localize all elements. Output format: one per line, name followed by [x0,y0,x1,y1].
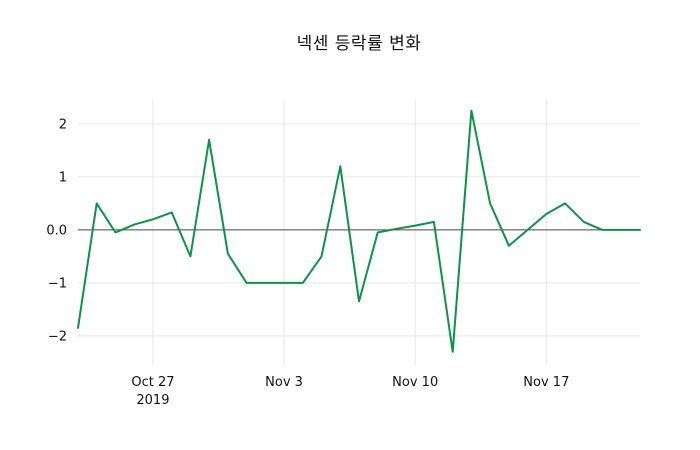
y-tick-label: −1 [48,276,67,291]
x-tick-label: Oct 27 [131,375,174,390]
x-tick-label: Nov 3 [265,375,303,390]
y-tick-label: −2 [48,329,67,344]
y-tick-label: 1 [59,170,67,185]
x-tick-label: Nov 17 [523,375,569,390]
y-tick-label: 0.0 [46,223,67,238]
chart-title: 넥센 등락률 변화 [296,34,422,54]
x-tick-label: 2019 [136,393,169,408]
y-tick-label: 2 [59,117,67,132]
data-line [77,109,641,353]
x-tick-label: Nov 10 [392,375,438,390]
